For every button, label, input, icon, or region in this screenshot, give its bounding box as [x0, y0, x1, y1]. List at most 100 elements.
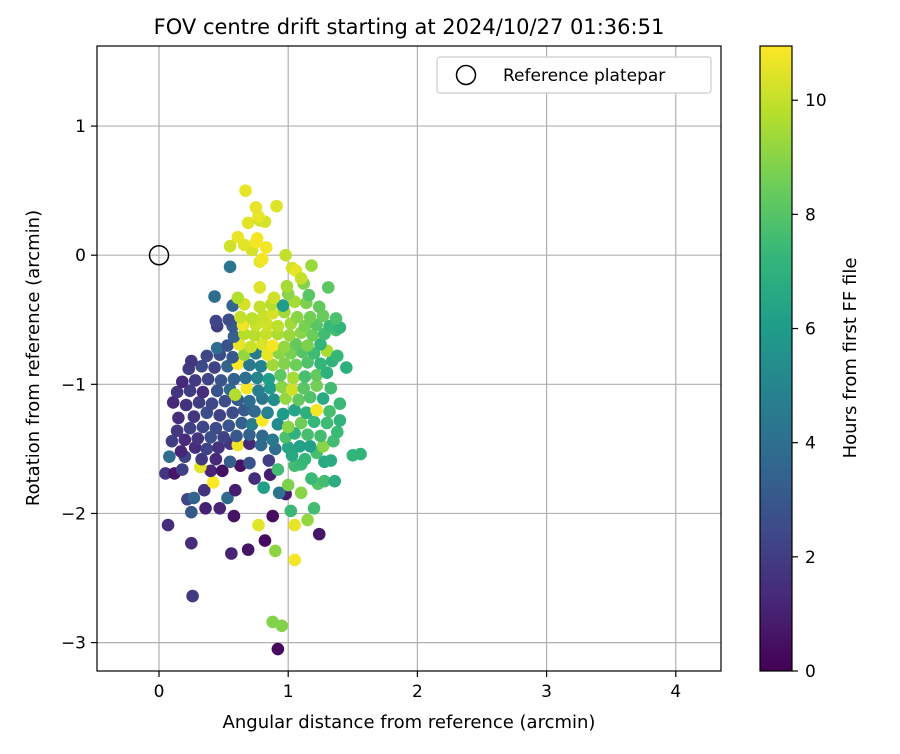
- legend-marker-icon: [455, 64, 477, 86]
- data-point: [329, 312, 343, 325]
- data-point: [288, 403, 301, 417]
- data-point: [320, 366, 334, 380]
- data-point: [183, 384, 197, 398]
- data-point: [290, 310, 304, 324]
- data-point: [301, 356, 314, 369]
- data-point: [305, 259, 318, 272]
- colorbar-tick-label: 10: [805, 91, 827, 111]
- data-point: [170, 424, 184, 438]
- data-point: [312, 300, 326, 314]
- data-point: [230, 429, 243, 443]
- plot-frame: [96, 45, 722, 672]
- data-point: [310, 403, 323, 417]
- data-point: [323, 405, 336, 418]
- data-point: [301, 339, 314, 352]
- data-point: [196, 385, 210, 399]
- data-point: [200, 442, 214, 456]
- data-point: [239, 371, 252, 385]
- chart-title: FOV centre drift starting at 2024/10/27 …: [154, 15, 665, 39]
- data-point: [303, 310, 317, 324]
- data-point: [186, 589, 199, 603]
- data-point: [271, 642, 285, 656]
- data-point: [307, 501, 321, 515]
- data-point: [221, 339, 234, 352]
- data-point: [354, 447, 367, 461]
- data-point: [292, 393, 305, 407]
- colorbar-tick-label: 0: [805, 662, 816, 682]
- data-point: [228, 388, 242, 401]
- data-point: [293, 440, 307, 453]
- colorbar-gradient: [759, 45, 793, 672]
- data-point: [212, 441, 225, 454]
- data-point: [276, 299, 290, 312]
- data-point: [170, 385, 184, 399]
- data-point: [165, 434, 179, 448]
- data-point: [159, 467, 172, 480]
- data-point: [281, 478, 295, 492]
- data-point: [305, 472, 318, 485]
- data-point: [223, 455, 237, 469]
- data-point: [330, 425, 344, 439]
- data-point: [227, 330, 241, 343]
- grid-lines: [97, 46, 721, 671]
- y-tick-label: 1: [75, 117, 86, 137]
- data-point: [266, 339, 280, 352]
- data-point: [200, 349, 214, 363]
- data-point: [252, 384, 265, 398]
- data-point: [204, 464, 217, 478]
- data-point: [271, 319, 285, 333]
- data-point: [278, 357, 291, 370]
- data-point: [243, 437, 256, 451]
- colorbar-tick-label: 6: [805, 320, 816, 340]
- y-axis-label: Rotation from reference (arcmin): [23, 210, 44, 506]
- data-point: [320, 416, 334, 430]
- data-point: [253, 300, 267, 314]
- data-point: [195, 452, 208, 466]
- data-point: [289, 337, 303, 351]
- data-point: [185, 505, 198, 519]
- data-point: [208, 361, 221, 374]
- data-point: [179, 398, 193, 412]
- data-point: [261, 406, 274, 420]
- data-point: [302, 288, 316, 302]
- data-point: [310, 379, 323, 392]
- data-point: [275, 380, 289, 394]
- data-point: [214, 374, 228, 387]
- data-point: [310, 368, 323, 382]
- legend-entry-reference: Reference platepar: [503, 66, 665, 86]
- data-point: [281, 420, 295, 434]
- data-point: [271, 418, 285, 431]
- data-point: [210, 384, 224, 398]
- data-point: [241, 543, 255, 556]
- data-point: [227, 509, 241, 523]
- data-point: [303, 440, 317, 453]
- data-point: [217, 430, 230, 444]
- y-tick-label: 0: [75, 246, 86, 266]
- data-point: [218, 394, 232, 408]
- data-point: [231, 230, 245, 244]
- data-point: [213, 501, 227, 515]
- data-point: [279, 392, 292, 405]
- data-point: [279, 248, 292, 262]
- data-point: [254, 359, 268, 373]
- data-point: [221, 491, 234, 505]
- data-point: [252, 518, 265, 532]
- data-point: [268, 544, 282, 558]
- data-point: [161, 518, 175, 532]
- data-point: [175, 463, 189, 476]
- data-point: [294, 272, 308, 285]
- data-point: [250, 232, 264, 245]
- data-point: [287, 371, 300, 385]
- x-tick-label: 0: [154, 682, 165, 702]
- data-point: [307, 415, 321, 429]
- colorbar-ticks: 0 2 4 6 8 10: [792, 91, 827, 682]
- data-point: [199, 501, 212, 515]
- x-axis-ticks: 0 1 2 3 4: [154, 671, 681, 702]
- data-point: [243, 456, 256, 470]
- data-point: [259, 241, 273, 254]
- data-point: [222, 419, 236, 432]
- data-point: [266, 615, 280, 629]
- data-point: [222, 313, 236, 327]
- data-point: [262, 372, 276, 386]
- data-point: [201, 372, 215, 386]
